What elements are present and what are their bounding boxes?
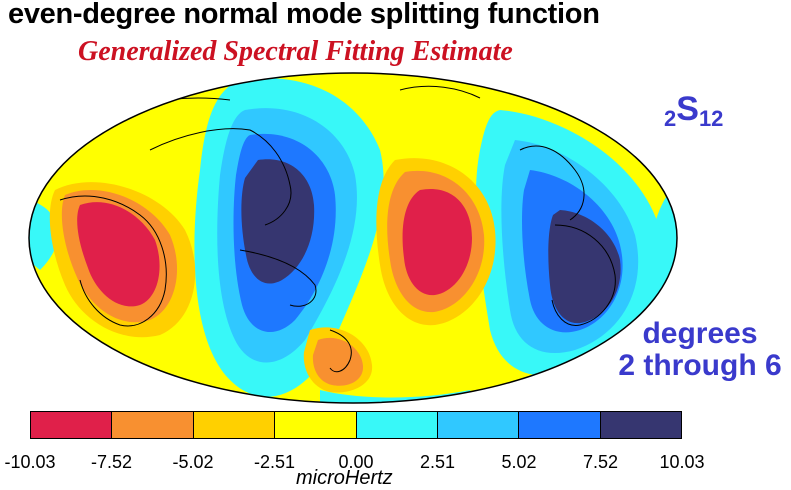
colorbar-tick-label: 5.02 bbox=[501, 452, 537, 472]
cyan-patch-east bbox=[650, 170, 677, 320]
colorbar-segment bbox=[356, 412, 438, 438]
colorbar-tick-label: -5.02 bbox=[172, 452, 214, 472]
colorbar-tick-label: 2.51 bbox=[419, 452, 456, 472]
navy-west-pacific bbox=[241, 159, 315, 284]
degree-note: degrees 2 through 6 bbox=[610, 318, 790, 382]
mode-overtone-number: 2 bbox=[664, 106, 677, 131]
cyan-band-south bbox=[320, 390, 480, 403]
colorbar-segment bbox=[600, 412, 681, 438]
degree-note-line1: degrees bbox=[642, 317, 758, 350]
colorbar-segment bbox=[519, 412, 601, 438]
map-border bbox=[28, 72, 678, 404]
colorbar-tick-label: 7.52 bbox=[582, 452, 619, 472]
colorbar-tick-label: 10.03 bbox=[659, 452, 705, 472]
colorbar-segment bbox=[193, 412, 276, 438]
colorbar-tick-label: 0.00 bbox=[338, 452, 374, 472]
colorbar-segment bbox=[112, 412, 194, 438]
colorbar-unit: microHertz bbox=[296, 467, 393, 489]
colorbar-tick-label: -7.52 bbox=[90, 452, 133, 472]
colorbar-tick-label: -10.03 bbox=[4, 452, 56, 472]
map-subtitle: Generalized Spectral Fitting Estimate bbox=[78, 36, 513, 67]
mode-type: S bbox=[676, 90, 699, 128]
red-africa bbox=[77, 202, 160, 307]
map-title: even-degree normal mode splitting functi… bbox=[8, 0, 600, 30]
colorbar-segment bbox=[437, 412, 520, 438]
degree-note-line2: 2 through 6 bbox=[618, 349, 782, 382]
colorbar-tick-label: -2.51 bbox=[253, 452, 296, 472]
colorbar bbox=[30, 411, 682, 439]
red-pacific bbox=[402, 188, 472, 296]
mode-label: 2S12 bbox=[664, 90, 723, 132]
colorbar-segment bbox=[275, 412, 357, 438]
orange-south-pacific bbox=[312, 337, 364, 386]
colorbar-segment bbox=[31, 412, 113, 438]
mode-angular-order: 12 bbox=[698, 106, 724, 131]
navy-south-america bbox=[548, 210, 621, 324]
